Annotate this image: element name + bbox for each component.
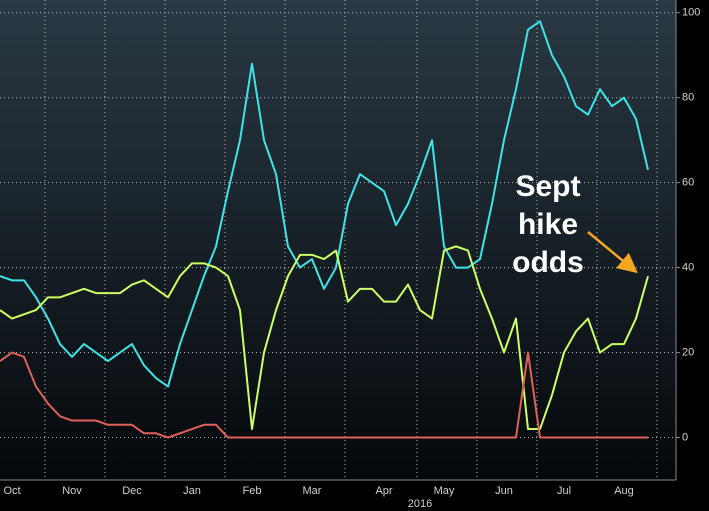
y-tick-label: 40 (682, 262, 694, 274)
x-tick-label: Aug (614, 485, 634, 497)
year-label: 2016 (408, 498, 432, 510)
x-tick-label: Jul (557, 485, 571, 497)
y-tick-label: 0 (682, 431, 688, 443)
x-tick-label: Oct (3, 485, 20, 497)
series-line (0, 245, 649, 431)
x-tick-label: Dec (122, 485, 142, 497)
x-tick-label: Jan (183, 485, 201, 497)
x-tick-label: Apr (375, 485, 392, 497)
y-tick-label: 80 (682, 92, 694, 104)
annotation-arrow (587, 231, 638, 274)
x-tick-label: Feb (243, 485, 262, 497)
series-line (0, 20, 649, 388)
x-tick-label: Jun (495, 485, 513, 497)
x-tick-label: Mar (303, 485, 322, 497)
annotation: Sept (515, 170, 580, 203)
x-tick-label: Nov (62, 485, 82, 497)
y-tick-label: 20 (682, 346, 694, 358)
y-tick-label: 100 (682, 7, 700, 19)
x-tick-label: May (434, 485, 455, 497)
series-line (0, 351, 648, 439)
annotation: odds (512, 246, 584, 279)
annotation: hike (518, 208, 578, 241)
y-tick-label: 60 (682, 177, 694, 189)
plot-background (0, 0, 676, 480)
